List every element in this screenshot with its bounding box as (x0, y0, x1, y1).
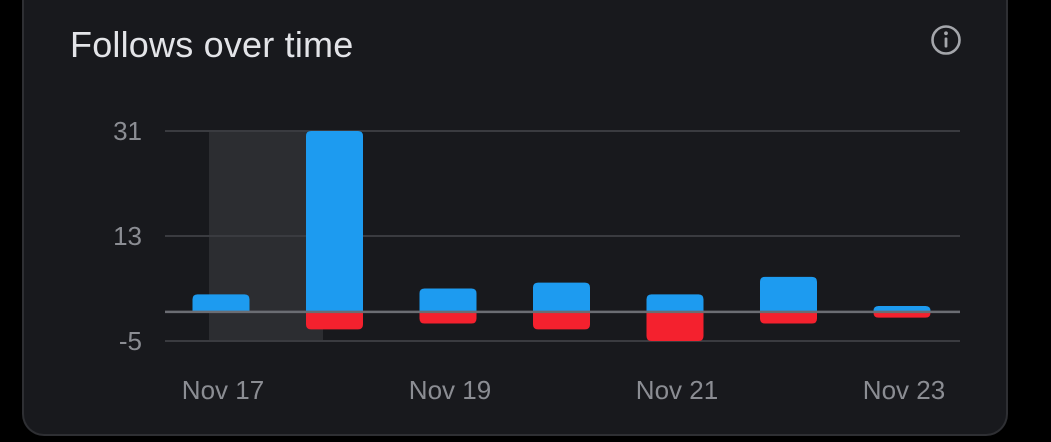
follows-bar[interactable] (192, 294, 250, 312)
follows-bar[interactable] (873, 306, 931, 312)
x-tick-label: Nov 19 (409, 375, 491, 405)
follows-bar[interactable] (646, 294, 704, 312)
y-tick-label: -5 (119, 326, 142, 356)
card-title: Follows over time (70, 24, 354, 65)
x-tick-label: Nov 21 (636, 375, 718, 405)
unfollows-bar[interactable] (873, 311, 931, 318)
follows-bar-chart: 31 13 -5 Nov 17 Nov 19 Nov 21 Nov 23 (113, 116, 960, 405)
unfollows-bar[interactable] (533, 311, 590, 330)
y-tick-label: 13 (113, 221, 142, 251)
unfollows-bar[interactable] (646, 311, 704, 341)
follows-bar[interactable] (306, 131, 363, 312)
unfollows-bar[interactable] (419, 311, 477, 324)
x-tick-label: Nov 23 (863, 375, 945, 405)
unfollows-bar[interactable] (760, 311, 817, 324)
follows-bar[interactable] (760, 276, 817, 312)
info-circle-icon[interactable] (930, 24, 962, 56)
follows-bar[interactable] (533, 282, 590, 312)
unfollows-bar[interactable] (306, 311, 363, 330)
x-tick-label: Nov 17 (182, 375, 264, 405)
follows-bar[interactable] (419, 288, 477, 312)
follows-card: Follows over time 31 13 -5 Nov 17 Nov 19 Nov … (22, 0, 1008, 436)
y-tick-label: 31 (113, 116, 142, 146)
